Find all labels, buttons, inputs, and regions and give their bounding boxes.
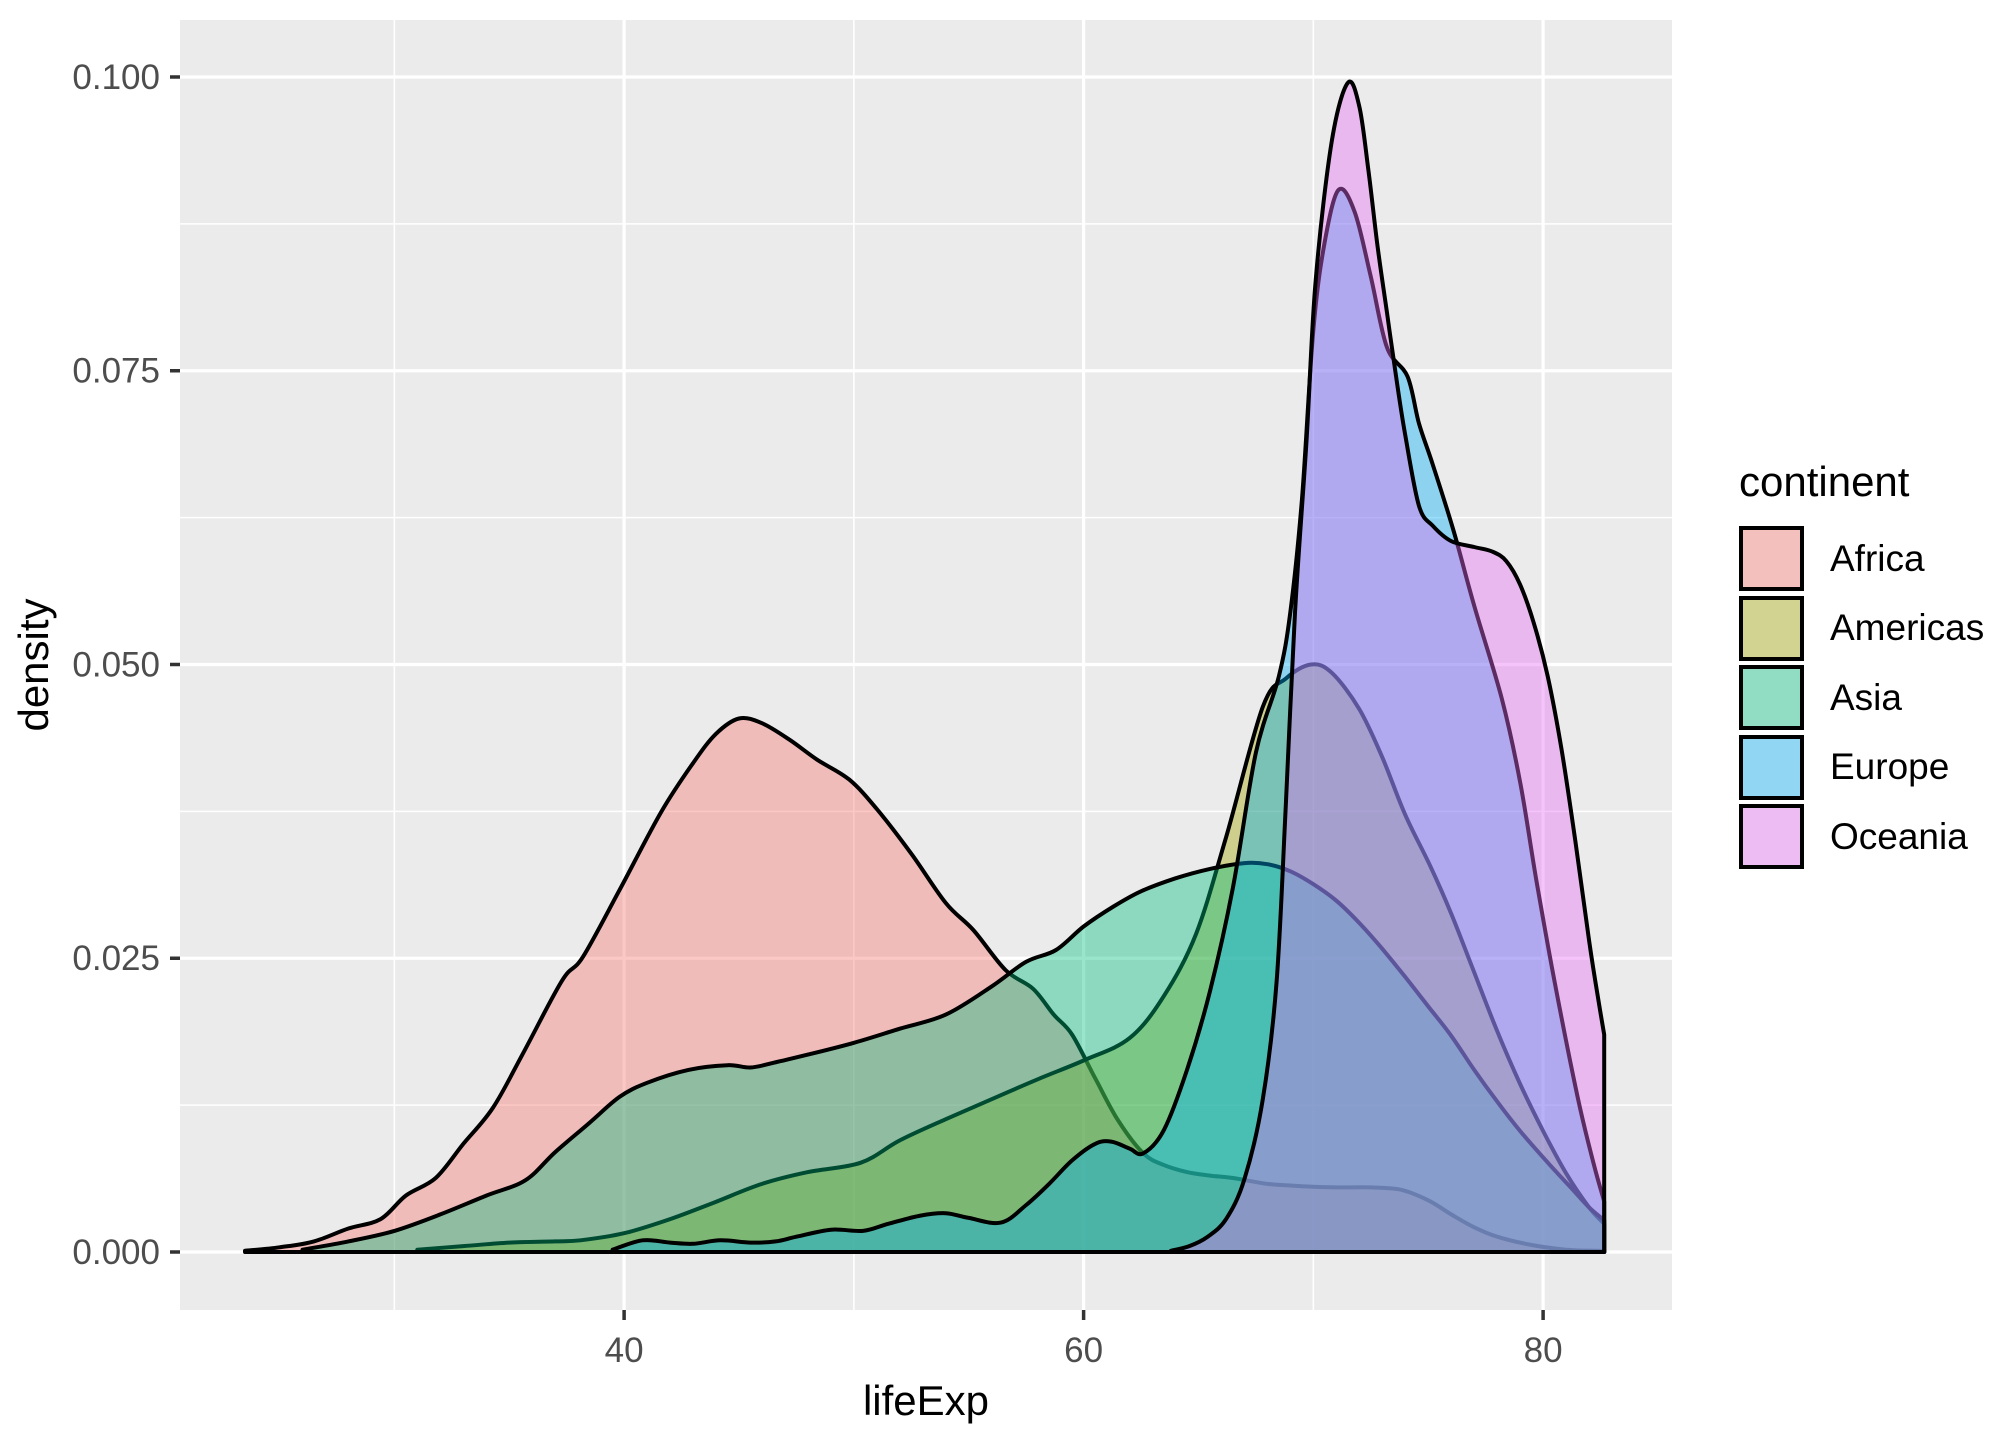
legend-item-americas: Americas [1739, 595, 2009, 661]
legend-key-fill [1739, 804, 1804, 870]
x-tick-label: 60 [1064, 1331, 1103, 1370]
legend-key-swatch [1739, 804, 1804, 870]
legend-item-label: Europe [1830, 746, 1950, 788]
legend-key-border [1739, 804, 1804, 870]
legend-items: Africa Americas Asia Europe Oceania [1739, 526, 2009, 870]
legend-key-fill [1739, 665, 1804, 731]
legend-title: continent [1739, 458, 1910, 505]
legend-item-label: Asia [1830, 676, 1902, 718]
density-curve-europe [610, 186, 1607, 1254]
y-tick-label: 0.000 [72, 1233, 160, 1272]
legend-key-border [1739, 734, 1804, 800]
y-axis-title: density [10, 598, 57, 731]
x-tick-label: 40 [605, 1331, 644, 1370]
legend-key-swatch [1739, 734, 1804, 800]
legend-item-asia: Asia [1739, 665, 2009, 731]
legend-key-swatch [1739, 665, 1804, 731]
legend-key-border [1739, 595, 1804, 661]
plot-panel [180, 20, 1672, 1310]
density-curve-africa [243, 716, 1607, 1254]
density-curve-americas [415, 662, 1607, 1254]
legend-item-oceania: Oceania [1739, 804, 2009, 870]
y-tick-label: 0.100 [72, 58, 160, 97]
x-tick-label: 80 [1524, 1331, 1563, 1370]
legend-item-europe: Europe [1739, 734, 2009, 800]
legend-key-fill [1739, 526, 1804, 592]
legend-item-africa: Africa [1739, 526, 2009, 592]
y-tick-label: 0.075 [72, 352, 160, 391]
legend-item-label: Oceania [1830, 815, 1968, 857]
legend-key-fill [1739, 734, 1804, 800]
legend-key-border [1739, 526, 1804, 592]
legend: continent Africa Americas Asia Europe Oceani… [1739, 458, 2009, 870]
legend-key-swatch [1739, 595, 1804, 661]
legend-key-border [1739, 665, 1804, 731]
y-tick-label: 0.050 [72, 645, 160, 684]
legend-key-fill [1739, 595, 1804, 661]
legend-item-label: Africa [1830, 537, 1925, 579]
density-curve-oceania [1168, 79, 1607, 1254]
legend-item-label: Americas [1830, 607, 1985, 649]
x-axis-title: lifeExp [863, 1377, 989, 1424]
y-tick-label: 0.025 [72, 939, 160, 978]
density-curves [243, 79, 1607, 1254]
legend-key-swatch [1739, 526, 1804, 592]
